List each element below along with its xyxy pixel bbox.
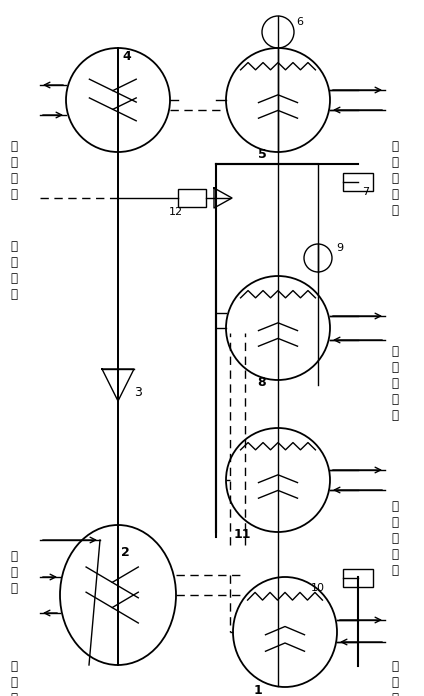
Text: 6: 6 — [296, 17, 303, 27]
Text: 3: 3 — [134, 386, 142, 400]
Text: 12: 12 — [169, 207, 183, 217]
Text: 7: 7 — [363, 187, 370, 197]
Bar — [343, 569, 373, 587]
Text: 凝
结
水: 凝 结 水 — [11, 550, 17, 595]
Text: 5: 5 — [258, 148, 266, 161]
Text: 8: 8 — [258, 377, 266, 390]
Text: 余
热
介
质: 余 热 介 质 — [11, 140, 17, 201]
Bar — [178, 189, 206, 207]
Text: 4: 4 — [123, 51, 131, 63]
Text: 被
加
热
介
质: 被 加 热 介 质 — [11, 660, 17, 696]
Bar — [343, 173, 373, 191]
Text: 工
作
蒸
汽: 工 作 蒸 汽 — [11, 240, 17, 301]
Text: 驱
动
热
介
质: 驱 动 热 介 质 — [391, 500, 399, 577]
Text: 1: 1 — [254, 683, 262, 696]
Text: 11: 11 — [233, 528, 251, 541]
Text: 9: 9 — [336, 243, 343, 253]
Text: 2: 2 — [120, 546, 129, 560]
Text: 被
加
热
介
质: 被 加 热 介 质 — [391, 660, 399, 696]
Text: 被
加
热
介
质: 被 加 热 介 质 — [391, 140, 399, 217]
Text: 10: 10 — [311, 583, 325, 593]
Text: 驱
动
热
介
质: 驱 动 热 介 质 — [391, 345, 399, 422]
